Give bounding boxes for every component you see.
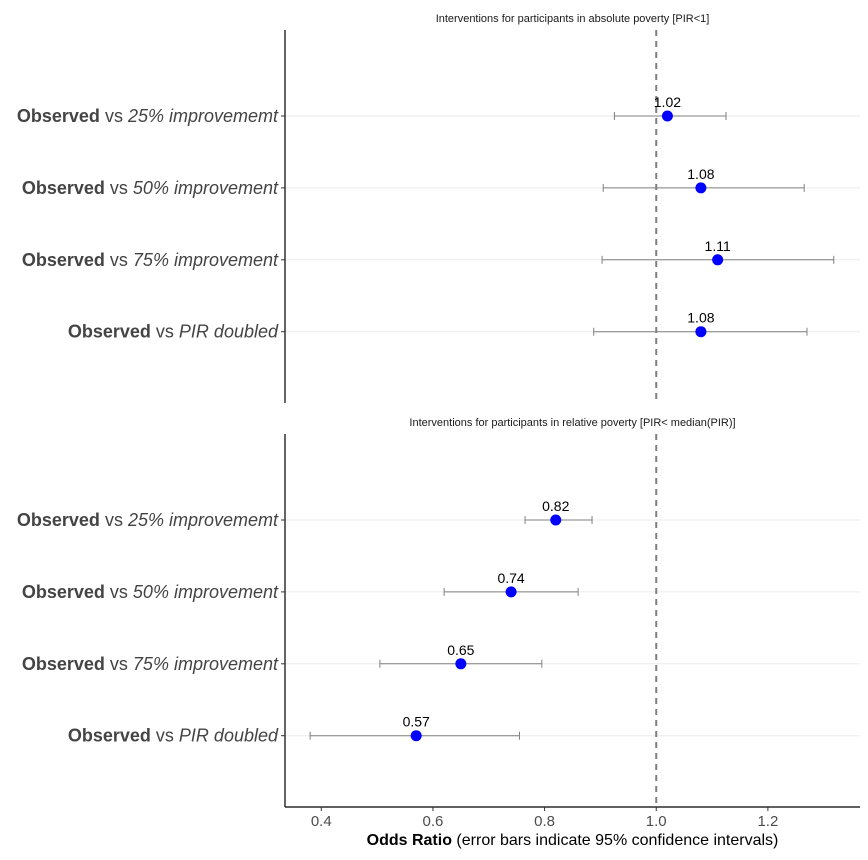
y-tick-label: Observed vs PIR doubled: [68, 726, 279, 746]
data-point: [550, 514, 562, 526]
y-tick-label: Observed vs 75% improvement: [22, 654, 279, 674]
y-tick-label: Observed vs 25% improvememt: [17, 106, 279, 126]
panel-2: Interventions for participants in relati…: [17, 417, 860, 807]
panel-1: Interventions for participants in absolu…: [17, 13, 860, 403]
panel-title: Interventions for participants in absolu…: [436, 13, 710, 25]
data-label: 0.65: [447, 642, 474, 658]
row-2: Observed vs 50% improvement 0.74: [22, 570, 579, 602]
row-1: Observed vs 25% improvememt 1.02: [17, 94, 727, 126]
data-label: 1.02: [654, 94, 681, 110]
y-tick-label: Observed vs 50% improvement: [22, 178, 279, 198]
data-label: 1.11: [705, 238, 731, 254]
x-axis-label: Odds Ratio (error bars indicate 95% conf…: [367, 832, 779, 849]
row-1: Observed vs 25% improvememt 0.82: [17, 498, 593, 530]
data-label: 0.74: [497, 570, 524, 586]
y-tick-label: Observed vs 75% improvement: [22, 250, 279, 270]
x-tick-label: 1.0: [646, 813, 667, 830]
y-tick-label: Observed vs 50% improvement: [22, 582, 279, 602]
row-4: Observed vs PIR doubled 1.08: [68, 310, 808, 342]
y-tick-label: Observed vs PIR doubled: [68, 322, 279, 342]
data-label: 0.57: [403, 714, 430, 730]
row-2: Observed vs 50% improvement 1.08: [22, 166, 805, 198]
data-point: [695, 326, 707, 338]
row-4: Observed vs PIR doubled 0.57: [68, 714, 520, 746]
data-point: [455, 658, 467, 670]
panel-title: Interventions for participants in relati…: [409, 417, 735, 429]
data-point: [505, 586, 517, 598]
data-label: 1.08: [687, 310, 714, 326]
x-tick-label: 0.8: [534, 813, 555, 830]
data-point: [712, 254, 724, 266]
x-tick-label: 0.6: [423, 813, 444, 830]
data-label: 0.82: [542, 498, 569, 514]
data-point: [661, 110, 673, 122]
data-point: [695, 182, 707, 194]
data-label: 1.08: [687, 166, 714, 182]
y-tick-label: Observed vs 25% improvememt: [17, 510, 279, 530]
data-point: [410, 730, 422, 742]
row-3: Observed vs 75% improvement 0.65: [22, 642, 543, 674]
x-tick-label: 0.4: [311, 813, 332, 830]
row-3: Observed vs 75% improvement 1.11: [22, 238, 835, 270]
x-tick-label: 1.2: [757, 813, 778, 830]
